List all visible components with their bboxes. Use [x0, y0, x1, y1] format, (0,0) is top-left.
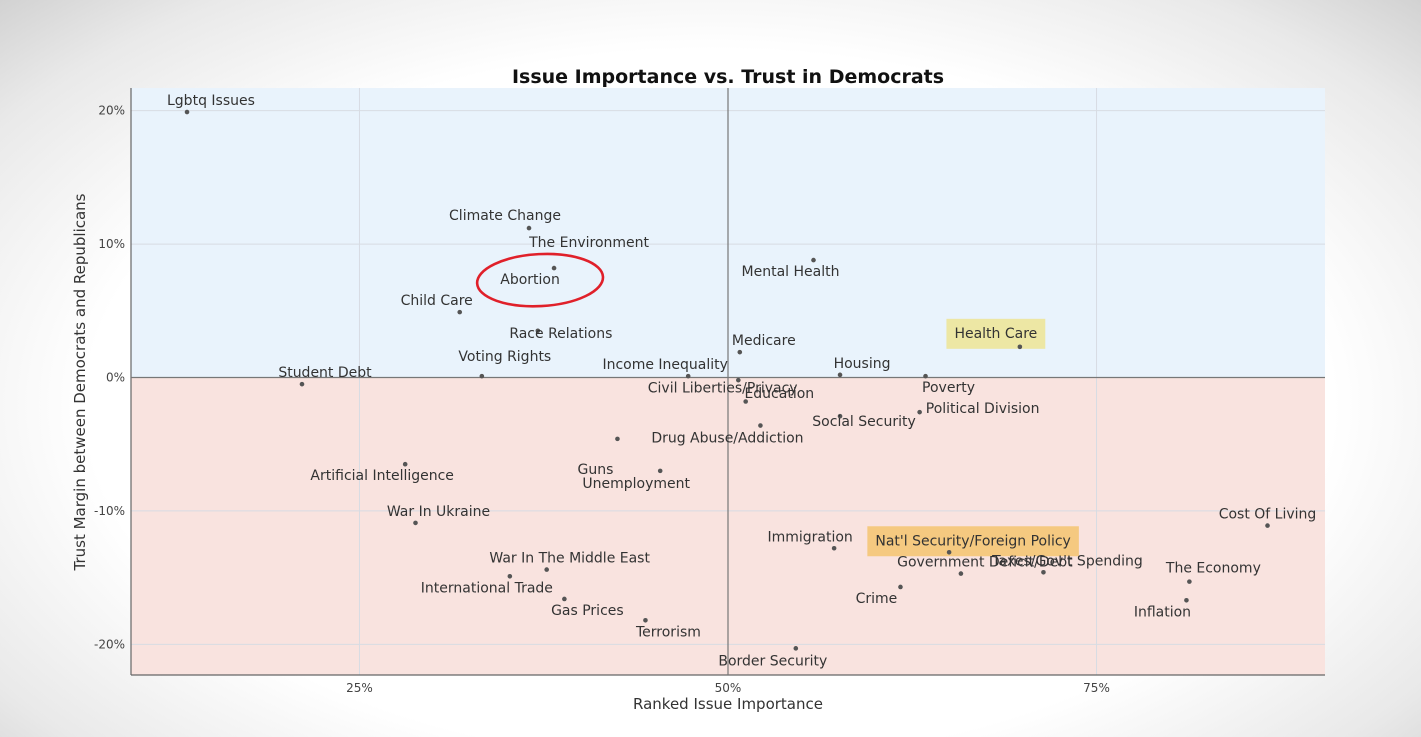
red-circle-annotation: [475, 252, 605, 308]
label-voting-rights: Voting Rights: [458, 349, 551, 365]
label-political-division: Political Division: [926, 401, 1040, 417]
label-lgbtq-issues: Lgbtq Issues: [167, 93, 255, 109]
point-international-trade: [507, 573, 513, 579]
chart-title: Issue Importance vs. Trust in Democrats: [512, 66, 944, 88]
point-civil-liberties-privacy: [743, 399, 748, 404]
label-child-care: Child Care: [401, 293, 473, 309]
point-income-inequality: [685, 373, 691, 379]
axes: [130, 88, 1325, 676]
point-medicare: [737, 349, 743, 355]
point-war-in-ukraine: [413, 520, 418, 526]
highlight-nat-l-security-foreign-policy: [867, 526, 1079, 557]
label-cost-of-living: Cost Of Living: [1219, 507, 1317, 523]
label-government-deficit-debt: Government Deficit/Debt: [897, 555, 1073, 571]
point-crime: [898, 584, 903, 590]
label-highlights: [867, 318, 1079, 557]
point-student-debt: [299, 381, 305, 387]
label-health-care: Health Care: [954, 326, 1037, 342]
point-the-economy: [1187, 579, 1192, 584]
point-cost-of-living: [1265, 523, 1270, 528]
point-political-division: [917, 409, 922, 415]
label-climate-change: Climate Change: [449, 208, 561, 224]
y-tick-label: -20%: [94, 637, 125, 651]
point-war-in-the-middle-east: [544, 567, 549, 572]
label-war-in-the-middle-east: War In The Middle East: [489, 551, 650, 567]
label-housing: Housing: [834, 356, 891, 372]
label-war-in-ukraine: War In Ukraine: [387, 504, 490, 520]
point-government-deficit-debt: [958, 571, 964, 576]
label-taxes-gov-t-spending: Taxes/Gov't Spending: [991, 553, 1143, 569]
point-terrorism: [643, 618, 648, 623]
label-race-relations: Race Relations: [509, 326, 612, 342]
point-social-security: [837, 413, 843, 419]
annotation: [475, 252, 605, 308]
point-border-security: [793, 646, 799, 651]
point-climate-change: [526, 225, 532, 231]
y-tick-label: -10%: [94, 504, 125, 518]
label-border-security: Border Security: [718, 653, 827, 669]
highlight-health-care: [946, 318, 1046, 349]
y-tick-label: 20%: [98, 104, 125, 118]
label-unemployment: Unemployment: [582, 476, 690, 492]
y-axis-label: Trust Margin between Democrats and Repub…: [71, 193, 89, 571]
label-nat-l-security-foreign-policy: Nat'l Security/Foreign Policy: [875, 533, 1071, 549]
y-tick-label: 0%: [106, 370, 125, 384]
point-immigration: [831, 545, 837, 551]
y-tick-label: 10%: [98, 237, 125, 251]
point-housing: [837, 372, 843, 378]
point-nat-l-security-foreign-policy: [946, 549, 952, 555]
label-guns: Guns: [577, 462, 613, 478]
label-the-economy: The Economy: [1165, 561, 1261, 577]
point-the-environment: [551, 265, 557, 271]
point-mental-health: [811, 257, 816, 263]
point-lgbtq-issues: [184, 109, 190, 115]
x-tick-labels: 25% 50% 75%: [346, 681, 1110, 695]
label-inflation: Inflation: [1134, 604, 1191, 620]
label-civil-liberties-privacy: Civil Liberties/Privacy: [648, 381, 798, 397]
label-crime: Crime: [856, 591, 898, 607]
label-artificial-intelligence: Artificial Intelligence: [310, 468, 454, 484]
data-points: Lgbtq Issues Climate Change The Environmen…: [167, 93, 1316, 669]
point-voting-rights: [479, 373, 485, 379]
point-health-care: [1017, 344, 1023, 350]
y-tick-labels: 20% 10% 0% -10% -20%: [94, 104, 125, 652]
label-mental-health: Mental Health: [742, 264, 840, 280]
label-medicare: Medicare: [732, 333, 796, 349]
label-education: Education: [744, 386, 814, 402]
point-inflation: [1184, 597, 1189, 603]
label-poverty: Poverty: [922, 380, 975, 396]
x-axis-label: Ranked Issue Importance: [633, 695, 823, 713]
x-tick-label: 75%: [1083, 681, 1110, 695]
point-artificial-intelligence: [402, 461, 408, 467]
point-guns: [615, 436, 620, 442]
label-immigration: Immigration: [767, 529, 852, 545]
x-tick-label: 50%: [715, 681, 742, 695]
x-tick-label: 25%: [346, 681, 373, 695]
label-abortion: Abortion: [500, 272, 560, 288]
label-the-environment: The Environment: [528, 235, 649, 251]
point-taxes-gov-t-spending: [1041, 569, 1046, 575]
point-drug-abuse-addiction: [758, 423, 763, 428]
label-gas-prices: Gas Prices: [551, 603, 624, 619]
point-unemployment: [657, 468, 663, 474]
point-race-relations: [535, 328, 541, 334]
label-social-security: Social Security: [812, 414, 915, 430]
point-poverty: [923, 373, 928, 379]
label-student-debt: Student Debt: [278, 365, 372, 381]
point-child-care: [457, 309, 463, 315]
label-terrorism: Terrorism: [635, 624, 701, 640]
label-international-trade: International Trade: [421, 580, 553, 596]
point-education: [736, 377, 741, 383]
label-income-inequality: Income Inequality: [602, 357, 727, 373]
point-gas-prices: [562, 596, 567, 602]
label-drug-abuse-addiction: Drug Abuse/Addiction: [651, 431, 803, 447]
